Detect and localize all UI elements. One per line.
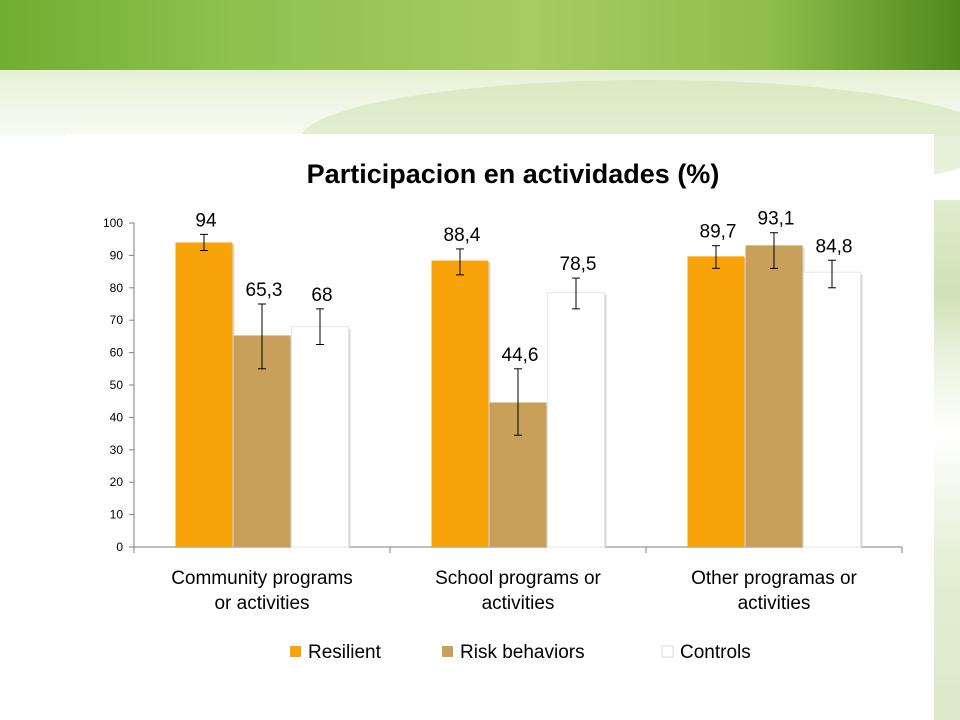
y-tick-label: 30 bbox=[110, 443, 124, 457]
legend-label: Risk behaviors bbox=[460, 642, 585, 663]
data-label: 44,6 bbox=[502, 345, 539, 366]
bar-controls bbox=[291, 326, 349, 548]
y-tick-label: 40 bbox=[110, 410, 124, 424]
x-category-label: activities bbox=[482, 593, 555, 614]
data-label: 65,3 bbox=[246, 280, 283, 301]
legend-label: Controls bbox=[680, 642, 751, 663]
data-label: 78,5 bbox=[560, 254, 597, 275]
x-category-label: Other programas or bbox=[691, 568, 857, 589]
data-labels-group: 94 88,4 89,7 65,3 44,6 93,1 68 78,5 84,8 bbox=[195, 209, 852, 366]
y-tick-label: 80 bbox=[110, 281, 124, 295]
y-tick-label: 50 bbox=[110, 378, 124, 392]
bar-resilient bbox=[687, 256, 745, 547]
data-label: 68 bbox=[311, 285, 332, 306]
chart-title: Participacion en actividades (%) bbox=[307, 159, 720, 189]
legend: Resilient Risk behaviors Controls bbox=[290, 642, 751, 663]
data-label: 94 bbox=[195, 210, 217, 231]
data-label: 89,7 bbox=[700, 222, 737, 243]
legend-swatch bbox=[290, 646, 301, 657]
y-axis: 0 10 20 30 40 50 60 70 80 90 100 bbox=[103, 216, 135, 554]
x-category-label: Community programs bbox=[171, 568, 353, 589]
y-tick-label: 10 bbox=[110, 508, 124, 522]
bar-risk-behaviors bbox=[745, 245, 803, 547]
bar-resilient bbox=[431, 260, 489, 547]
y-tick-label: 90 bbox=[110, 248, 124, 262]
legend-swatch bbox=[661, 645, 674, 658]
x-category-label: or activities bbox=[214, 593, 309, 614]
x-category-label: School programs or bbox=[435, 568, 601, 589]
error-bars-group bbox=[200, 232, 836, 436]
data-label: 88,4 bbox=[444, 225, 481, 246]
y-tick-label: 20 bbox=[110, 475, 124, 489]
data-label: 84,8 bbox=[816, 236, 853, 257]
bar-risk-behaviors bbox=[233, 335, 291, 547]
y-tick-label: 100 bbox=[103, 216, 123, 230]
header-green-band bbox=[0, 0, 960, 70]
x-axis: Community programs or activities School pr… bbox=[133, 546, 903, 614]
y-tick-label: 0 bbox=[116, 540, 123, 554]
legend-label: Resilient bbox=[308, 642, 382, 663]
x-category-label: activities bbox=[738, 593, 811, 614]
header-light-band bbox=[0, 70, 960, 136]
y-tick-label: 70 bbox=[110, 313, 124, 327]
right-edge-decoration bbox=[934, 200, 960, 720]
bar-controls bbox=[547, 292, 605, 548]
bar-resilient bbox=[175, 242, 233, 547]
data-label: 93,1 bbox=[758, 209, 795, 230]
bar-controls bbox=[803, 271, 861, 548]
y-tick-label: 60 bbox=[110, 346, 124, 360]
legend-swatch bbox=[442, 646, 453, 657]
